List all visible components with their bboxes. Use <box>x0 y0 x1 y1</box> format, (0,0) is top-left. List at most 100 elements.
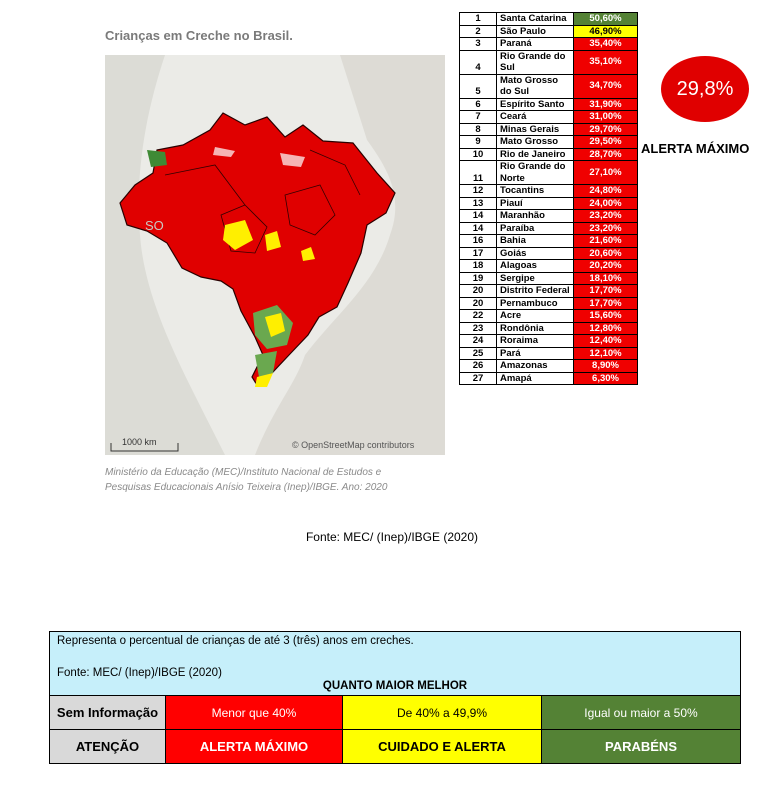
ranking-position: 22 <box>459 309 497 323</box>
ranking-value: 8,90% <box>573 359 638 373</box>
ranking-value: 29,70% <box>573 122 638 136</box>
ranking-position: 17 <box>459 246 497 260</box>
range-below-40: Menor que 40% <box>166 696 343 729</box>
svg-text:SO: SO <box>145 218 164 233</box>
legend-header: Representa o percentual de crianças de a… <box>50 632 740 696</box>
ranking-position: 1 <box>459 12 497 26</box>
ranking-position: 23 <box>459 321 497 335</box>
ranking-state: Piauí <box>496 196 574 210</box>
ranking-state: São Paulo <box>496 24 574 38</box>
ranking-value: 27,10% <box>573 160 638 185</box>
map-scale: 1000 km <box>110 437 179 452</box>
ranking-state: Bahia <box>496 234 574 248</box>
ranking-state: Acre <box>496 309 574 323</box>
ranking-value: 28,70% <box>573 147 638 161</box>
ranking-row: 8 Minas Gerais 29,70% <box>459 122 638 136</box>
ranking-value: 15,60% <box>573 309 638 323</box>
ranking-value: 35,40% <box>573 37 638 51</box>
caption-line-2: Pesquisas Educacionais Anísio Teixeira (… <box>105 482 388 493</box>
ranking-value: 17,70% <box>573 284 638 298</box>
caption-line-1: Ministério da Educação (MEC)/Instituto N… <box>105 467 382 478</box>
ranking-row: 24 Roraima 12,40% <box>459 334 638 348</box>
scale-bar-icon <box>110 443 179 452</box>
ranking-position: 3 <box>459 37 497 51</box>
ranking-position: 25 <box>459 346 497 360</box>
legend-description: Representa o percentual de crianças de a… <box>57 635 414 647</box>
ranking-value: 20,20% <box>573 259 638 273</box>
ranking-position: 19 <box>459 271 497 285</box>
ranking-state: Paraíba <box>496 221 574 235</box>
ranking-position: 18 <box>459 259 497 273</box>
ranking-value: 6,30% <box>573 371 638 385</box>
ranking-state: Rio Grande do Norte <box>496 160 574 185</box>
ranking-table: 1 Santa Catarina 50,60% 2 São Paulo 46,90% 3 Pa… <box>459 12 638 385</box>
scale-label: 1000 km <box>122 437 157 447</box>
ranking-value: 35,10% <box>573 49 638 75</box>
ranking-row: 26 Amazonas 8,90% <box>459 359 638 373</box>
ranking-row: 2 São Paulo 46,90% <box>459 24 638 38</box>
ranking-state: Amapá <box>496 371 574 385</box>
status-attention: ATENÇÃO <box>50 730 166 763</box>
ranking-row: 6 Espírito Santo 31,90% <box>459 97 638 111</box>
ranking-position: 26 <box>459 359 497 373</box>
ranking-value: 34,70% <box>573 73 638 99</box>
range-50-plus: Igual ou maior a 50% <box>542 696 740 729</box>
ranking-position: 9 <box>459 135 497 149</box>
ranking-row: 13 Piauí 24,00% <box>459 196 638 210</box>
status-max-alert: ALERTA MÁXIMO <box>166 730 343 763</box>
national-value-badge: 29,8% <box>661 56 749 122</box>
ranking-row: 9 Mato Grosso 29,50% <box>459 135 638 149</box>
map-attribution[interactable]: © OpenStreetMap contributors <box>292 440 415 450</box>
ranking-state: Goiás <box>496 246 574 260</box>
ranking-state: Amazonas <box>496 359 574 373</box>
ranking-value: 17,70% <box>573 296 638 310</box>
ranking-value: 31,90% <box>573 97 638 111</box>
legend-heading: QUANTO MAIOR MELHOR <box>322 680 468 692</box>
ranking-row: 23 Rondônia 12,80% <box>459 321 638 335</box>
ranking-value: 23,20% <box>573 221 638 235</box>
ranking-state: Mato Grosso do Sul <box>496 73 574 99</box>
ranking-state: Maranhão <box>496 209 574 223</box>
ranking-value: 23,20% <box>573 209 638 223</box>
ranking-position: 11 <box>459 160 497 185</box>
ranking-row: 14 Paraíba 23,20% <box>459 221 638 235</box>
ranking-position: 2 <box>459 24 497 38</box>
ranking-value: 29,50% <box>573 135 638 149</box>
ranking-row: 20 Distrito Federal 17,70% <box>459 284 638 298</box>
ranking-position: 10 <box>459 147 497 161</box>
ranking-state: Distrito Federal <box>496 284 574 298</box>
ranking-value: 20,60% <box>573 246 638 260</box>
ranking-row: 18 Alagoas 20,20% <box>459 259 638 273</box>
ranking-position: 27 <box>459 371 497 385</box>
ranking-position: 13 <box>459 196 497 210</box>
ranking-value: 12,10% <box>573 346 638 360</box>
ranking-value: 31,00% <box>573 110 638 124</box>
ranking-position: 4 <box>459 49 497 75</box>
ranking-value: 12,80% <box>573 321 638 335</box>
ranking-state: Espírito Santo <box>496 97 574 111</box>
ranking-row: 14 Maranhão 23,20% <box>459 209 638 223</box>
ranking-state: Ceará <box>496 110 574 124</box>
ranking-value: 50,60% <box>573 12 638 26</box>
ranking-state: Mato Grosso <box>496 135 574 149</box>
legend-box: Representa o percentual de crianças de a… <box>49 631 741 764</box>
ranking-row: 16 Bahia 21,60% <box>459 234 638 248</box>
map-title: Crianças em Creche no Brasil. <box>105 28 293 43</box>
ranking-row: 27 Amapá 6,30% <box>459 371 638 385</box>
ranking-row: 1 Santa Catarina 50,60% <box>459 12 638 26</box>
ranking-position: 6 <box>459 97 497 111</box>
status-congrats: PARABÉNS <box>542 730 740 763</box>
ranking-value: 12,40% <box>573 334 638 348</box>
status-caution: CUIDADO E ALERTA <box>343 730 542 763</box>
ranking-state: Rondônia <box>496 321 574 335</box>
ranking-position: 20 <box>459 296 497 310</box>
ranking-state: Santa Catarina <box>496 12 574 26</box>
ranking-position: 5 <box>459 73 497 99</box>
source-note: Fonte: MEC/ (Inep)/IBGE (2020) <box>305 530 479 544</box>
ranking-row: 20 Pernambuco 17,70% <box>459 296 638 310</box>
ranking-row: 7 Ceará 31,00% <box>459 110 638 124</box>
ranking-state: Paraná <box>496 37 574 51</box>
ranking-position: 20 <box>459 284 497 298</box>
ranking-row: 17 Goiás 20,60% <box>459 246 638 260</box>
ranking-state: Alagoas <box>496 259 574 273</box>
